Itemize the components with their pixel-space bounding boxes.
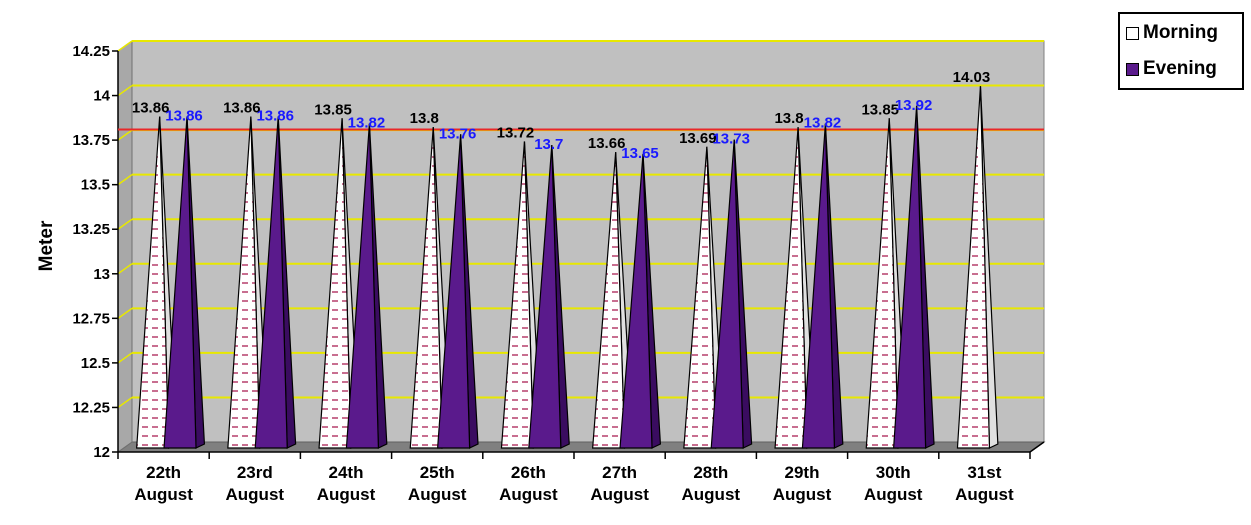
gridline-side xyxy=(117,352,133,364)
x-tick-label: 29th August xyxy=(773,463,832,504)
gridline-side xyxy=(117,307,133,319)
x-tick-label: 26th August xyxy=(499,463,558,504)
x-tick-label: 24th August xyxy=(317,463,376,504)
bar-morning xyxy=(956,86,999,449)
data-label-morning: 13.66 xyxy=(588,135,626,152)
x-tick-label: 30th August xyxy=(864,463,923,504)
x-tick-label: 27th August xyxy=(590,463,649,504)
gridline-side xyxy=(117,263,133,275)
gridline-side xyxy=(117,129,133,141)
data-label-morning: 13.85 xyxy=(861,101,899,118)
y-tick-label: 12.75 xyxy=(72,310,110,327)
data-label-morning: 13.8 xyxy=(410,110,439,127)
data-label-evening: 13.82 xyxy=(804,115,842,132)
data-label-morning: 13.86 xyxy=(132,100,170,117)
data-label-evening: 13.73 xyxy=(712,131,750,148)
data-label-evening: 13.65 xyxy=(621,145,659,162)
x-tick-label: 22th August xyxy=(134,463,193,504)
bar-evening xyxy=(528,144,570,449)
data-label-morning: 13.72 xyxy=(497,124,535,141)
gridline-side xyxy=(117,218,133,230)
y-tick-label: 14.25 xyxy=(72,43,110,60)
y-axis-title: Meter xyxy=(36,220,57,271)
data-label-evening: 13.7 xyxy=(534,136,563,153)
legend-item-morning: Morning xyxy=(1126,22,1218,44)
x-axis-depth xyxy=(1029,441,1045,453)
bar-evening xyxy=(345,123,388,449)
y-tick-label: 13.5 xyxy=(81,177,110,194)
data-label-morning: 13.69 xyxy=(679,130,717,147)
gridline-side xyxy=(117,174,133,186)
bar-evening xyxy=(163,116,206,449)
gridline-side xyxy=(117,396,133,409)
legend-label-evening: Evening xyxy=(1143,58,1217,79)
bar-evening xyxy=(436,134,479,449)
legend-label-morning: Morning xyxy=(1143,22,1218,43)
x-tick-label: 25th August xyxy=(408,463,467,504)
data-label-morning: 14.03 xyxy=(953,69,991,86)
bar-evening xyxy=(254,116,297,449)
x-tick-label: 31st August xyxy=(955,463,1014,504)
data-label-evening: 13.86 xyxy=(256,108,294,125)
data-label-evening: 13.76 xyxy=(439,125,477,142)
gridline-side xyxy=(117,84,133,97)
bar-evening xyxy=(892,105,935,449)
x-tick-label: 23rd August xyxy=(226,463,285,504)
data-label-evening: 13.86 xyxy=(165,108,203,125)
legend-swatch-morning xyxy=(1126,26,1139,40)
plot-side-wall xyxy=(117,40,133,453)
data-label-morning: 13.85 xyxy=(314,101,352,118)
bar-evening xyxy=(619,153,662,449)
y-tick-label: 13 xyxy=(93,266,110,283)
data-label-morning: 13.86 xyxy=(223,100,261,117)
legend-swatch-evening xyxy=(1126,62,1139,76)
y-tick-label: 12 xyxy=(93,444,110,461)
bar-evening xyxy=(710,139,753,449)
data-label-morning: 13.8 xyxy=(774,110,803,127)
y-tick-label: 12.5 xyxy=(81,355,110,372)
y-tick-label: 12.25 xyxy=(72,399,110,416)
data-label-evening: 13.92 xyxy=(895,97,933,114)
legend-item-evening: Evening xyxy=(1126,58,1217,80)
data-label-evening: 13.82 xyxy=(348,115,386,132)
x-tick-label: 28th August xyxy=(682,463,741,504)
y-tick-label: 13.25 xyxy=(72,221,110,238)
y-tick-label: 13.75 xyxy=(72,132,110,149)
chart-legend: Morning Evening xyxy=(1118,12,1244,90)
gridline-side xyxy=(117,40,133,52)
y-tick-label: 14 xyxy=(93,88,110,105)
bar-evening xyxy=(801,123,844,449)
